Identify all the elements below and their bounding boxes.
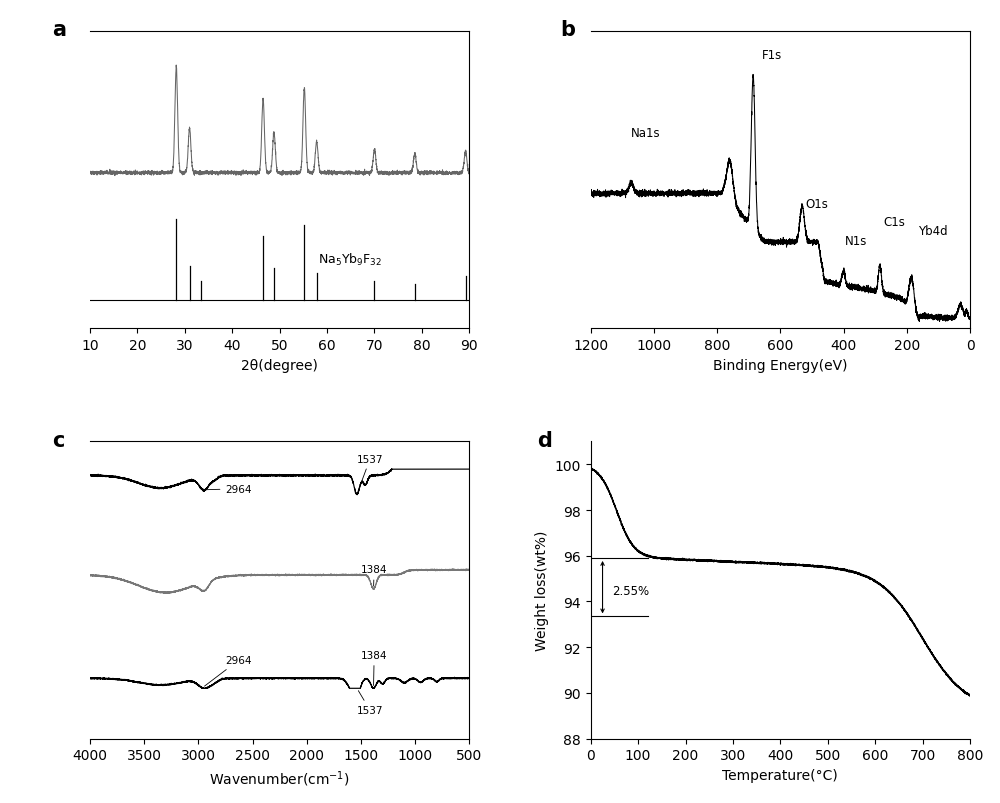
Text: O1s: O1s — [806, 198, 829, 210]
X-axis label: 2θ(degree): 2θ(degree) — [241, 358, 318, 373]
Text: Yb4d: Yb4d — [918, 224, 947, 237]
Text: 2964: 2964 — [205, 484, 252, 494]
Text: b: b — [560, 20, 575, 40]
Text: 2964: 2964 — [204, 655, 252, 687]
Text: 1384: 1384 — [361, 650, 387, 686]
Text: d: d — [538, 430, 552, 450]
Text: 1384: 1384 — [361, 565, 387, 586]
Text: 2.55%: 2.55% — [612, 585, 649, 597]
X-axis label: Wavenumber(cm$^{-1}$): Wavenumber(cm$^{-1}$) — [209, 768, 350, 788]
Text: C1s: C1s — [883, 216, 905, 229]
Text: 1537: 1537 — [357, 691, 383, 715]
Y-axis label: Weight loss(wt%): Weight loss(wt%) — [535, 530, 549, 650]
Text: 1537: 1537 — [357, 454, 383, 492]
Text: Na$_5$Yb$_9$F$_{32}$: Na$_5$Yb$_9$F$_{32}$ — [318, 251, 382, 268]
Text: Na1s: Na1s — [631, 127, 661, 140]
X-axis label: Temperature(°C): Temperature(°C) — [722, 768, 838, 782]
Text: a: a — [52, 20, 66, 40]
Text: N1s: N1s — [845, 235, 868, 248]
Text: F1s: F1s — [761, 49, 782, 62]
Text: c: c — [52, 430, 64, 450]
X-axis label: Binding Energy(eV): Binding Energy(eV) — [713, 358, 848, 373]
